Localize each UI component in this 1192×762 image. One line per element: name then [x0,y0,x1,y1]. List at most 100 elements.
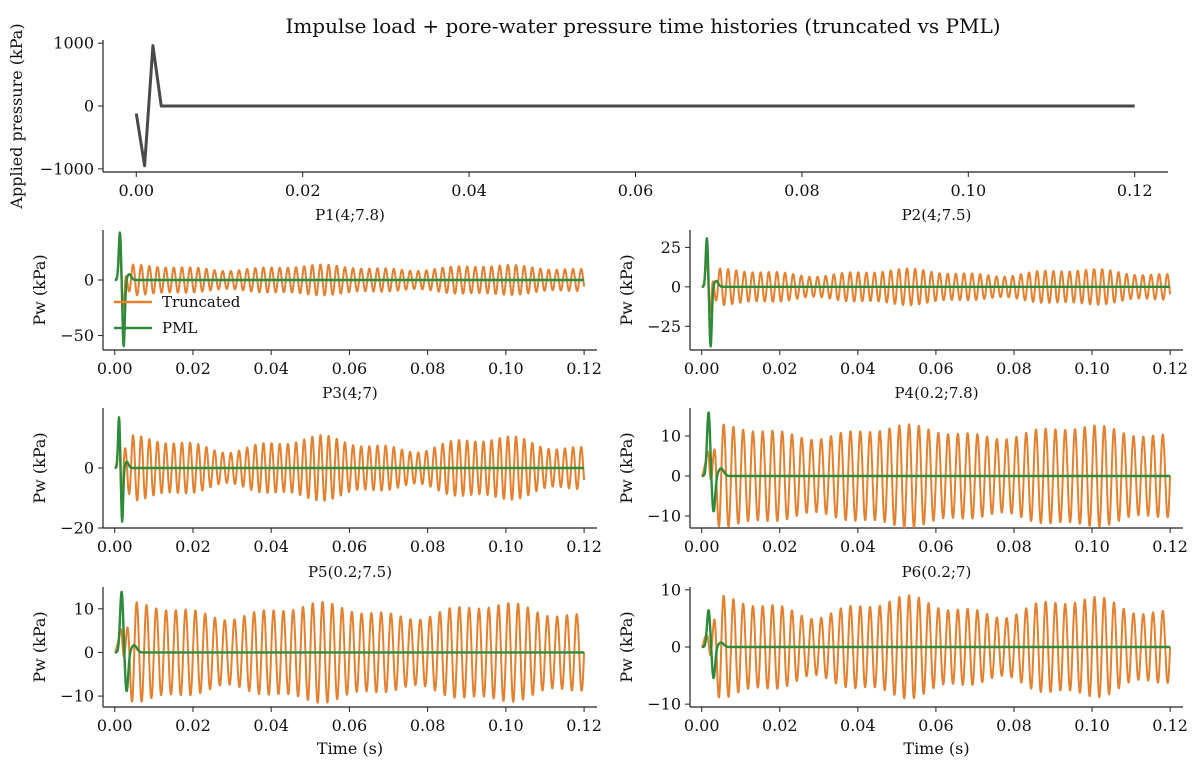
x-tick-label: 0.06 [332,359,368,378]
y-tick-label: 0 [84,97,94,116]
y-tick-label: 25 [661,238,681,257]
pml-series-line [113,416,585,523]
x-tick-label: 0.02 [175,716,211,735]
panel-title: P2(4;7.5) [902,206,972,224]
x-tick-label: 0.12 [1152,537,1188,556]
x-tick-label: 0.04 [840,359,876,378]
x-tick-label: 0.12 [566,716,602,735]
panel-p5: 0.00 0.02 0.04 0.06 0.08 0.10 0.12 −10 0 10 Pw (kP… [30,563,602,758]
y-axis-label: Pw (kPa) [617,611,636,682]
x-tick-label: 0.08 [996,359,1032,378]
panel-p3: 0.00 0.02 0.04 0.06 0.08 0.10 0.12 −20 0 Pw (kPa)… [30,384,602,556]
x-tick-label: 0.10 [1074,359,1110,378]
x-tick-label: 0.08 [410,716,446,735]
pml-series-line [700,237,1171,348]
y-tick-label: 10 [661,580,681,599]
pml-series-line [113,231,585,348]
x-tick-label: 0.06 [918,537,954,556]
x-axis-label: Time (s) [317,739,383,758]
figure-title: Impulse load + pore-water pressure time … [285,14,1000,38]
x-tick-label: 0.00 [97,359,133,378]
x-tick-label: 0.06 [918,716,954,735]
x-tick-label: 0.00 [97,537,133,556]
y-tick-label: −10 [60,687,94,706]
pml-series-line [700,609,1171,680]
panel-title: P1(4;7.8) [315,206,385,224]
y-tick-label: −50 [60,326,94,345]
panel-impulse: 0.00 0.02 0.04 0.06 0.08 0.10 0.12 −1000 0 1000 Ap… [7,23,1168,210]
panel-p2: 0.00 0.02 0.04 0.06 0.08 0.10 0.12 −25 0 25 Pw (kP… [617,206,1188,378]
y-axis-label: Pw (kPa) [30,611,49,682]
legend-label: PML [162,319,197,337]
x-tick-label: 0.08 [410,359,446,378]
x-tick-label: 0.04 [451,181,487,200]
panel-title: P5(0.2;7.5) [308,563,392,581]
panel-p6: 0.00 0.02 0.04 0.06 0.08 0.10 0.12 −10 0 10 Pw (kP… [617,563,1188,758]
x-tick-label: 0.02 [175,359,211,378]
x-tick-label: 0.08 [410,537,446,556]
x-tick-label: 0.02 [762,359,798,378]
x-tick-label: 0.08 [996,716,1032,735]
y-axis-label: Pw (kPa) [617,254,636,325]
x-tick-label: 0.12 [1152,359,1188,378]
y-tick-label: 0 [671,638,681,657]
y-axis-label: Pw (kPa) [617,432,636,503]
x-tick-label: 0.12 [566,537,602,556]
y-tick-label: 10 [74,599,94,618]
x-tick-label: 0.04 [840,716,876,735]
x-tick-label: 0.06 [332,537,368,556]
x-tick-label: 0.10 [488,359,524,378]
panels-group: 0.00 0.02 0.04 0.06 0.08 0.10 0.12−100001000Ap… [7,23,1188,758]
panel-p1: 0.00 0.02 0.04 0.06 0.08 0.10 0.12 −50 0 Pw (kPa)… [30,206,602,378]
x-tick-label: 0.00 [118,181,154,200]
y-tick-label: 0 [671,277,681,296]
x-tick-label: 0.10 [1074,716,1110,735]
x-tick-label: 0.04 [253,359,289,378]
x-tick-label: 0.10 [488,537,524,556]
x-axis-label: Time (s) [903,739,969,758]
x-tick-label: 0.06 [918,359,954,378]
panel-title: P4(0.2;7.8) [894,384,978,402]
x-tick-label: 0.04 [253,716,289,735]
x-tick-label: 0.08 [784,181,820,200]
y-tick-label: 0 [84,459,94,478]
x-tick-label: 0.02 [762,716,798,735]
y-tick-label: −1000 [40,159,94,178]
x-tick-label: 0.06 [618,181,654,200]
x-tick-label: 0.04 [253,537,289,556]
truncated-series-line [700,254,1172,315]
x-tick-label: 0.10 [951,181,987,200]
x-tick-label: 0.12 [1152,716,1188,735]
y-tick-label: 0 [84,643,94,662]
panel-title: P3(4;7) [322,384,377,402]
x-tick-label: 0.04 [840,537,876,556]
x-tick-label: 0.12 [1117,181,1153,200]
pml-series-line [113,590,585,693]
impulse-series-line [134,44,1135,168]
x-tick-label: 0.02 [285,181,321,200]
pml-series-line [700,411,1171,513]
panel-p4: 0.00 0.02 0.04 0.06 0.08 0.10 0.12 −10 0 10 Pw (kP… [617,384,1188,556]
x-tick-label: 0.06 [332,716,368,735]
x-tick-label: 0.00 [684,359,720,378]
x-tick-label: 0.00 [684,537,720,556]
y-tick-label: 0 [671,467,681,486]
y-tick-label: 0 [84,271,94,290]
y-tick-label: −10 [647,507,681,526]
panel-title: P6(0.2;7) [902,563,972,581]
y-tick-label: −10 [647,695,681,714]
x-tick-label: 0.10 [488,716,524,735]
y-tick-label: 1000 [53,34,94,53]
legend: Truncated PML [114,293,241,337]
x-tick-label: 0.02 [175,537,211,556]
x-tick-label: 0.00 [97,716,133,735]
y-axis-label: Applied pressure (kPa) [7,23,26,209]
legend-label: Truncated [162,293,241,311]
y-tick-label: −20 [60,519,94,538]
y-tick-label: −25 [647,317,681,336]
x-tick-label: 0.08 [996,537,1032,556]
x-tick-label: 0.10 [1074,537,1110,556]
x-tick-label: 0.02 [762,537,798,556]
y-tick-label: 10 [661,427,681,446]
